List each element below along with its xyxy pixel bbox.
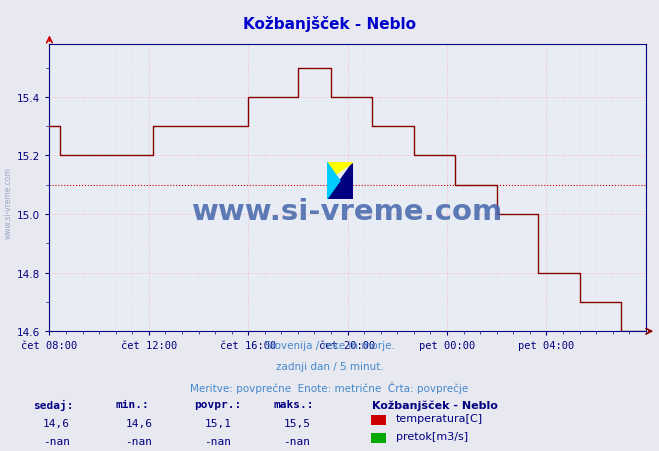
Text: 15,5: 15,5 [283, 418, 310, 428]
Polygon shape [327, 163, 340, 200]
Text: Meritve: povprečne  Enote: metrične  Črta: povprečje: Meritve: povprečne Enote: metrične Črta:… [190, 381, 469, 393]
Polygon shape [327, 163, 353, 181]
Text: 14,6: 14,6 [125, 418, 152, 428]
Text: pretok[m3/s]: pretok[m3/s] [396, 431, 468, 441]
Text: -nan: -nan [283, 436, 310, 446]
Text: -nan: -nan [125, 436, 152, 446]
Text: www.si-vreme.com: www.si-vreme.com [3, 167, 13, 239]
Text: Kožbanjšček - Neblo: Kožbanjšček - Neblo [372, 399, 498, 410]
Text: 14,6: 14,6 [43, 418, 70, 428]
Text: Kožbanjšček - Neblo: Kožbanjšček - Neblo [243, 16, 416, 32]
Polygon shape [327, 163, 353, 200]
Text: temperatura[C]: temperatura[C] [396, 413, 483, 423]
Text: zadnji dan / 5 minut.: zadnji dan / 5 minut. [275, 361, 384, 371]
Text: -nan: -nan [204, 436, 231, 446]
Text: maks.:: maks.: [273, 399, 314, 409]
Text: Slovenija / reke in morje.: Slovenija / reke in morje. [264, 341, 395, 350]
Text: www.si-vreme.com: www.si-vreme.com [192, 197, 503, 225]
Text: sedaj:: sedaj: [33, 399, 73, 410]
Text: min.:: min.: [115, 399, 149, 409]
Text: -nan: -nan [43, 436, 70, 446]
Text: povpr.:: povpr.: [194, 399, 242, 409]
Text: 15,1: 15,1 [204, 418, 231, 428]
